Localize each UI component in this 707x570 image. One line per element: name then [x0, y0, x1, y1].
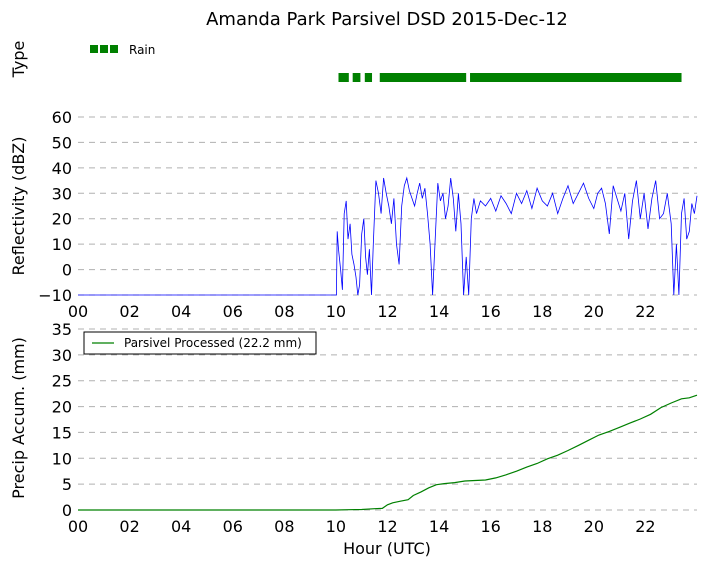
type-panel: Type Rain [9, 41, 682, 82]
reflectivity-series-line [78, 176, 698, 296]
reflectivity-panel: Reflectivity (dBZ) −10 0 10 20 30 40 50 60 00 02… [9, 108, 698, 321]
reflectivity-y-tick-label: 20 [52, 210, 72, 229]
accum-x-tick-label: 02 [119, 517, 139, 536]
reflectivity-x-tick-label: 00 [68, 302, 88, 321]
accum-gridlines [78, 328, 697, 511]
reflectivity-y-ticks: −10 0 10 20 30 40 50 60 [38, 108, 72, 305]
reflectivity-x-tick-label: 16 [480, 302, 500, 321]
accum-x-tick-label: 20 [584, 517, 604, 536]
accum-x-ticks: 00 02 04 06 08 10 12 14 16 18 20 22 [68, 517, 656, 536]
accum-axis-label: Precip Accum. (mm) [9, 337, 28, 499]
accum-x-tick-label: 06 [223, 517, 243, 536]
reflectivity-x-tick-label: 18 [532, 302, 552, 321]
rain-segment [364, 73, 373, 82]
accum-y-tick-label: 15 [52, 423, 72, 442]
reflectivity-y-tick-label: 50 [52, 133, 72, 152]
type-legend-swatch-3 [110, 45, 118, 53]
type-legend-label: Rain [129, 43, 155, 57]
accum-legend-box [83, 331, 317, 355]
type-segments [338, 73, 682, 82]
type-legend: Rain [90, 43, 155, 57]
reflectivity-y-tick-label: 0 [62, 261, 72, 280]
reflectivity-y-tick-label: 10 [52, 235, 72, 254]
accum-x-tick-label: 16 [480, 517, 500, 536]
accum-panel: Precip Accum. (mm) 0 5 10 15 20 25 30 35 00 02 04… [9, 320, 698, 558]
accum-x-tick-label: 00 [68, 517, 88, 536]
accum-y-tick-label: 0 [62, 501, 72, 520]
accum-y-tick-label: 30 [52, 346, 72, 365]
reflectivity-y-tick-label: 60 [52, 108, 72, 127]
rain-segment [470, 73, 682, 82]
type-legend-swatch-2 [100, 45, 108, 53]
accum-y-tick-label: 25 [52, 372, 72, 391]
reflectivity-axis-label: Reflectivity (dBZ) [9, 137, 28, 276]
reflectivity-y-tick-label: 40 [52, 159, 72, 178]
type-legend-swatch-1 [90, 45, 98, 53]
reflectivity-x-tick-label: 12 [377, 302, 397, 321]
reflectivity-x-tick-label: 04 [171, 302, 191, 321]
rain-segment [352, 73, 361, 82]
accum-legend-label: Parsivel Processed (22.2 mm) [124, 336, 302, 350]
accum-x-tick-label: 10 [326, 517, 346, 536]
accum-series-line [78, 394, 698, 511]
rain-segment [379, 73, 467, 82]
chart-title: Amanda Park Parsivel DSD 2015-Dec-12 [206, 9, 568, 30]
accum-y-tick-label: 5 [62, 475, 72, 494]
accum-x-tick-label: 08 [274, 517, 294, 536]
rain-segment [338, 73, 349, 82]
reflectivity-x-tick-label: 02 [119, 302, 139, 321]
reflectivity-x-tick-label: 14 [429, 302, 449, 321]
reflectivity-gridlines [78, 116, 697, 296]
type-axis-label: Type [9, 41, 28, 79]
reflectivity-y-tick-label: −10 [38, 286, 72, 305]
accum-x-tick-label: 22 [635, 517, 655, 536]
accum-y-tick-label: 35 [52, 320, 72, 339]
reflectivity-x-tick-label: 20 [584, 302, 604, 321]
reflectivity-x-tick-label: 10 [326, 302, 346, 321]
accum-y-tick-label: 10 [52, 449, 72, 468]
accum-y-ticks: 0 5 10 15 20 25 30 35 [52, 320, 72, 520]
reflectivity-x-ticks: 00 02 04 06 08 10 12 14 16 18 20 22 [68, 302, 656, 321]
accum-x-tick-label: 04 [171, 517, 191, 536]
reflectivity-y-tick-label: 30 [52, 184, 72, 203]
accum-x-tick-label: 18 [532, 517, 552, 536]
reflectivity-x-tick-label: 08 [274, 302, 294, 321]
reflectivity-x-tick-label: 22 [635, 302, 655, 321]
accum-legend: Parsivel Processed (22.2 mm) [83, 331, 317, 355]
accum-x-tick-label: 14 [429, 517, 449, 536]
accum-x-tick-label: 12 [377, 517, 397, 536]
reflectivity-x-tick-label: 06 [223, 302, 243, 321]
accum-y-tick-label: 20 [52, 398, 72, 417]
x-axis-label: Hour (UTC) [343, 539, 431, 558]
